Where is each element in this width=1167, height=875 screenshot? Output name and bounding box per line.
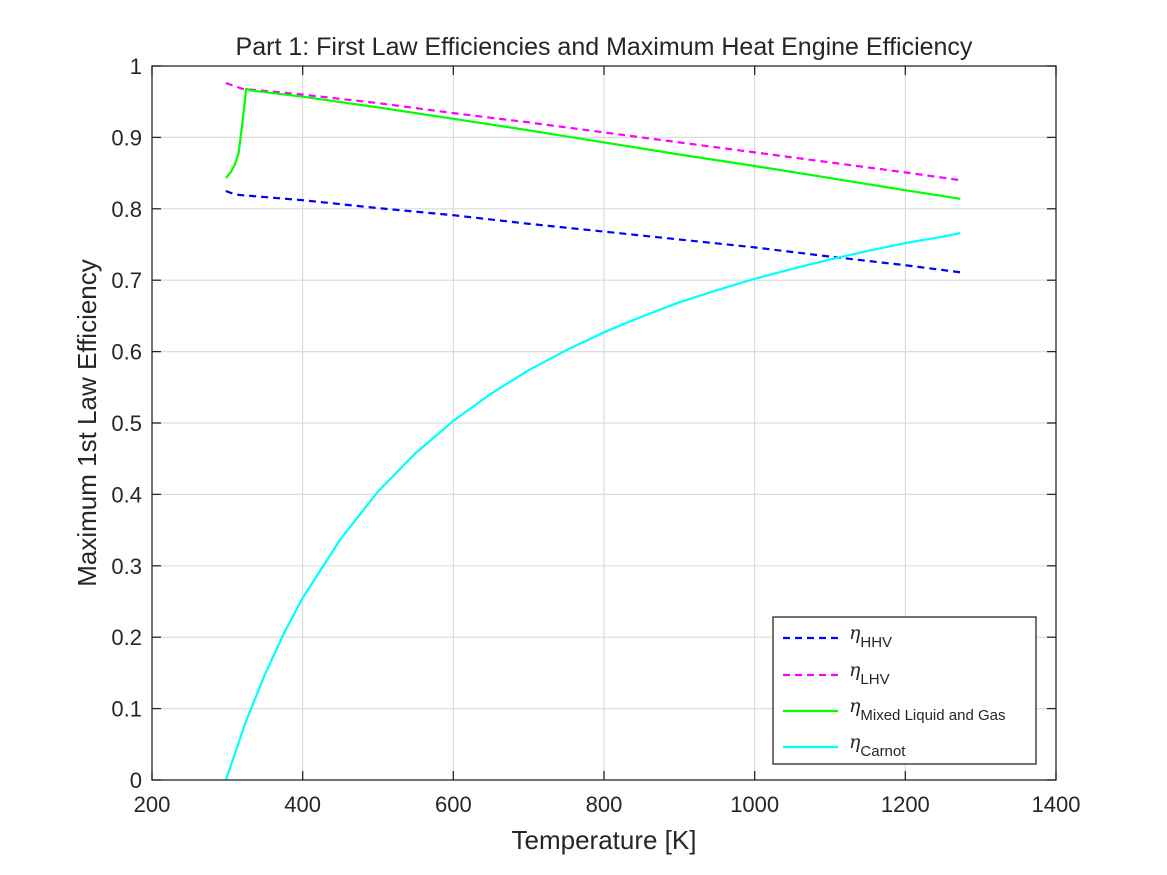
x-tick-label: 800 <box>586 792 623 817</box>
y-tick-label: 0.9 <box>111 125 142 150</box>
series-layer <box>224 82 961 781</box>
y-tick-label: 0.1 <box>111 697 142 722</box>
y-axis-label: Maximum 1st Law Efficiency <box>72 259 102 587</box>
legend-label-hhv: ηHHV <box>849 622 892 651</box>
legend-label-mixed-liquid-and-gas: ηMixed Liquid and Gas <box>849 695 1005 724</box>
series-line-carnot <box>224 232 961 781</box>
y-tick-label: 0.2 <box>111 625 142 650</box>
y-tick-label: 1 <box>130 54 142 79</box>
y-tick-label: 0.8 <box>111 197 142 222</box>
legend-label-lhv: ηLHV <box>849 659 890 688</box>
chart-title: Part 1: First Law Efficiencies and Maxim… <box>236 33 973 61</box>
tick-marks <box>151 65 1057 781</box>
series-line-mixed-liquid-and-gas <box>225 87 961 200</box>
y-tick-label: 0 <box>130 768 142 793</box>
x-axis-label: Temperature [K] <box>512 825 697 855</box>
x-tick-label: 1400 <box>1032 792 1081 817</box>
y-tick-label: 0.7 <box>111 268 142 293</box>
x-tick-labels: 200 400 600 800 1000 1200 1400 <box>134 792 1081 817</box>
legend: ηHHV ηLHV ηMixed Liquid and Gas ηCarnot <box>772 616 1037 765</box>
x-tick-label: 600 <box>435 792 472 817</box>
y-tick-label: 0.3 <box>111 554 142 579</box>
x-tick-label: 400 <box>284 792 321 817</box>
x-tick-label: 200 <box>134 792 171 817</box>
legend-label-carnot: ηCarnot <box>849 731 906 760</box>
x-tick-label: 1000 <box>730 792 779 817</box>
y-tick-label: 0.4 <box>111 482 142 507</box>
y-tick-label: 0.5 <box>111 411 142 436</box>
legend-box <box>772 616 1037 765</box>
y-tick-labels: 0 0.1 0.2 0.3 0.4 0.5 0.6 0.7 0.8 0.9 1 <box>111 54 142 793</box>
series-line-hhv <box>225 189 961 274</box>
x-tick-label: 1200 <box>881 792 930 817</box>
y-tick-label: 0.6 <box>111 340 142 365</box>
